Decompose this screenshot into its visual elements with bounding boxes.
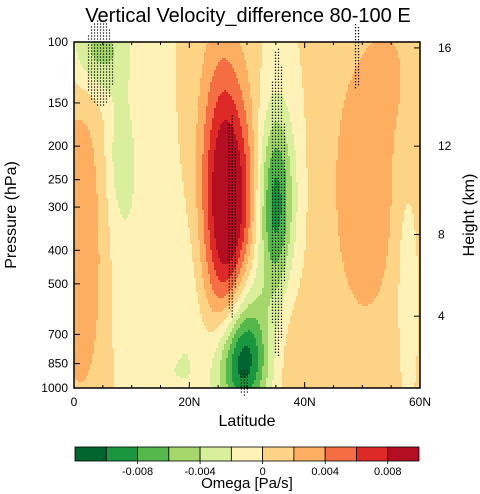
contour-field (74, 42, 420, 388)
